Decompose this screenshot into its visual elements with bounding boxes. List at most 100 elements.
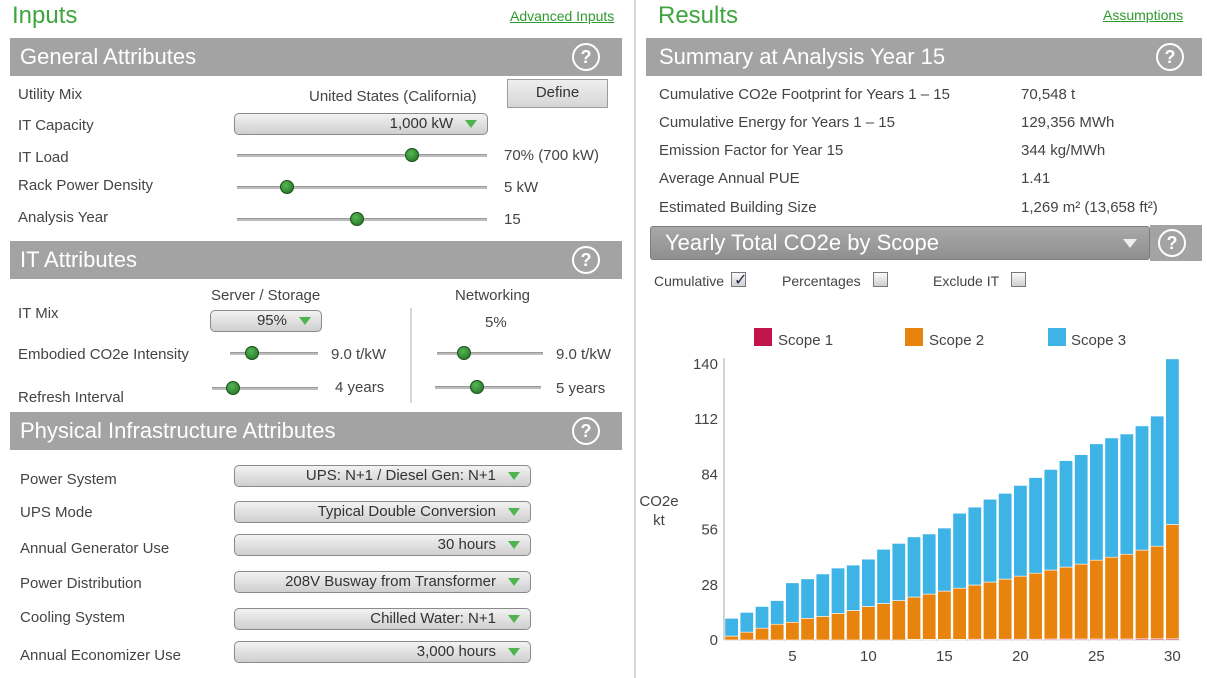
rack-density-slider-track[interactable]: [237, 186, 487, 189]
results-title: Results: [658, 2, 739, 29]
it-capacity-label: IT Capacity: [18, 117, 94, 134]
bar-scope2: [983, 581, 997, 640]
help-icon[interactable]: ?: [572, 43, 600, 71]
physical-row-label: UPS Mode: [20, 504, 93, 521]
physical-row-dropdown[interactable]: Chilled Water: N+1: [234, 608, 531, 630]
server-storage-value: 95%: [256, 312, 287, 329]
percentages-label: Percentages: [782, 273, 861, 289]
bar-scope2: [998, 578, 1013, 640]
general-attributes-title: General Attributes: [20, 44, 197, 69]
bar-scope3: [1135, 425, 1149, 551]
chevron-down-icon: [508, 472, 520, 480]
define-button[interactable]: Define: [507, 79, 608, 108]
bar-scope3: [952, 512, 967, 589]
bar-scope3: [831, 567, 845, 614]
physical-row-dropdown[interactable]: UPS: N+1 / Diesel Gen: N+1: [234, 465, 531, 487]
bar-scope2: [739, 631, 754, 641]
bar-scope2: [1043, 569, 1058, 640]
bar-scope3: [1150, 415, 1165, 547]
embodied-server-slider-handle[interactable]: [245, 346, 259, 360]
panel-divider: [634, 0, 636, 678]
it-load-slider-handle[interactable]: [405, 148, 419, 162]
refresh-server-value: 4 years: [335, 379, 385, 396]
rack-density-slider-handle[interactable]: [280, 180, 294, 194]
it-attributes-title: IT Attributes: [20, 247, 137, 272]
advanced-inputs-link[interactable]: Advanced Inputs: [510, 8, 615, 24]
chevron-down-icon: [1123, 239, 1137, 248]
chart-type-selector[interactable]: Yearly Total CO2e by Scope: [650, 226, 1150, 260]
bar-scope2: [1089, 559, 1104, 640]
assumptions-link[interactable]: Assumptions: [1103, 7, 1184, 23]
refresh-server-slider-handle[interactable]: [226, 381, 241, 395]
summary-row-value: 1.41: [1021, 170, 1051, 187]
summary-row-value: 129,356 MWh: [1021, 114, 1115, 131]
embodied-network-slider-track[interactable]: [437, 352, 543, 355]
bar-scope3: [800, 578, 815, 619]
physical-row-value: Typical Double Conversion: [317, 503, 496, 520]
help-icon[interactable]: ?: [572, 417, 600, 445]
chevron-down-icon: [508, 578, 520, 586]
y-tick-label: 28: [701, 577, 718, 594]
embodied-network-slider-handle[interactable]: [456, 346, 471, 360]
chevron-down-icon: [299, 317, 311, 325]
bar-scope3: [937, 527, 952, 592]
summary-title: Summary at Analysis Year 15: [659, 44, 946, 69]
bar-scope2: [861, 606, 876, 641]
bar-scope3: [1119, 433, 1134, 555]
it-attributes-header: IT Attributes ?: [10, 241, 622, 279]
y-axis-label-text: CO2e kt: [639, 493, 679, 529]
bar-scope2: [1150, 545, 1165, 640]
legend-scope1: Scope 1: [778, 332, 834, 349]
refresh-server-slider-track[interactable]: [212, 387, 318, 390]
refresh-network-slider-track[interactable]: [435, 386, 541, 389]
it-load-value: 70% (700 kW): [504, 147, 600, 164]
bar-scope2: [1119, 553, 1134, 640]
analysis-year-slider-handle[interactable]: [350, 212, 364, 226]
x-tick-label: 5: [788, 648, 796, 665]
y-tick-label: 0: [710, 632, 718, 649]
physical-row-dropdown[interactable]: Typical Double Conversion: [234, 501, 531, 523]
chart-help-bar: ?: [1150, 225, 1202, 261]
chevron-down-icon: [465, 120, 477, 128]
y-tick-label: 140: [693, 356, 718, 373]
physical-row-label: Power Distribution: [20, 575, 142, 592]
bar-scope2: [724, 635, 739, 641]
physical-row-dropdown[interactable]: 208V Busway from Transformer: [234, 571, 531, 593]
summary-header: Summary at Analysis Year 15 ?: [646, 38, 1202, 76]
bar-scope2: [1074, 563, 1089, 640]
help-icon[interactable]: ?: [1158, 229, 1186, 257]
x-tick-label: 15: [936, 648, 953, 665]
y-tick-label: 56: [701, 522, 718, 539]
it-capacity-value: 1,000 kW: [389, 115, 453, 132]
help-icon[interactable]: ?: [1156, 43, 1184, 71]
bar-scope3: [1104, 437, 1119, 558]
percentages-checkbox[interactable]: [873, 272, 888, 287]
physical-row-dropdown[interactable]: 3,000 hours: [234, 641, 531, 663]
bar-scope2: [1059, 566, 1073, 640]
bar-scope2: [952, 587, 967, 640]
help-icon[interactable]: ?: [572, 246, 600, 274]
cumulative-checkbox[interactable]: ✓: [731, 272, 747, 289]
bar-scope3: [907, 536, 921, 598]
bar-scope3: [846, 564, 861, 611]
physical-row-label: Cooling System: [20, 609, 126, 626]
physical-row-value: 208V Busway from Transformer: [285, 573, 496, 590]
embodied-server-slider-track[interactable]: [230, 352, 318, 355]
exclude-it-checkbox[interactable]: [1011, 272, 1026, 287]
summary-row-label: Emission Factor for Year 15: [659, 142, 844, 159]
bar-scope3: [815, 573, 830, 617]
physical-row-dropdown[interactable]: 30 hours: [234, 534, 531, 556]
x-tick-label: 25: [1088, 648, 1105, 665]
server-storage-dropdown[interactable]: 95%: [210, 310, 322, 332]
refresh-network-slider-handle[interactable]: [470, 380, 485, 394]
physical-row-label: Power System: [20, 471, 117, 488]
bar-scope3: [755, 606, 769, 629]
bar-scope3: [770, 600, 785, 625]
bar-scope2: [785, 621, 800, 641]
physical-row-value: Chilled Water: N+1: [370, 610, 496, 627]
co2e-stacked-bar-chart: 0 28 56 84 112 140 5 10 15 20 25 30: [693, 356, 1181, 665]
summary-row-value: 70,548 t: [1021, 86, 1076, 103]
it-capacity-dropdown[interactable]: 1,000 kW: [234, 113, 488, 135]
it-load-slider-track[interactable]: [237, 154, 487, 157]
it-mix-label: IT Mix: [18, 305, 59, 322]
